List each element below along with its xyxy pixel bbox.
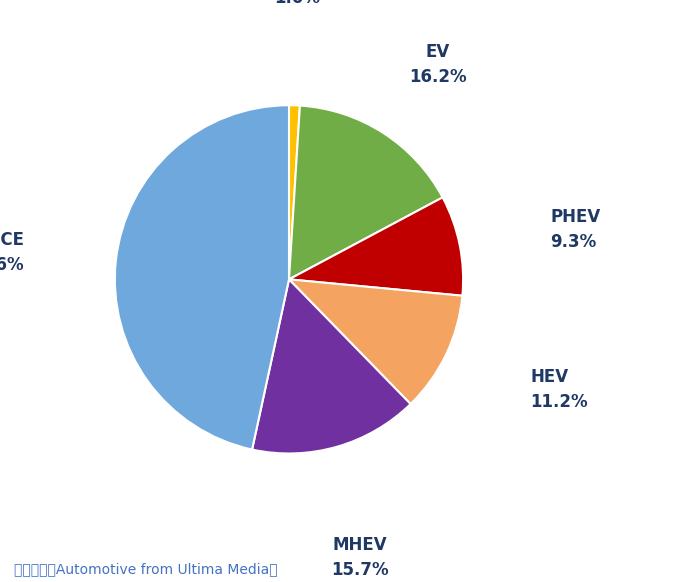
Text: EV
16.2%: EV 16.2%	[409, 42, 466, 86]
Text: HEV
11.2%: HEV 11.2%	[530, 368, 588, 411]
Wedge shape	[289, 197, 463, 296]
Text: Pure ICE
46.6%: Pure ICE 46.6%	[0, 230, 24, 274]
Text: PHEV
9.3%: PHEV 9.3%	[550, 208, 600, 250]
Text: NGV + FCV
1.0%: NGV + FCV 1.0%	[246, 0, 348, 7]
Wedge shape	[289, 105, 300, 279]
Text: MHEV
15.7%: MHEV 15.7%	[331, 536, 388, 579]
Wedge shape	[289, 279, 462, 404]
Wedge shape	[115, 105, 289, 449]
Wedge shape	[289, 105, 443, 279]
Text: 資料來源：Automotive from Ultima Media。: 資料來源：Automotive from Ultima Media。	[14, 562, 277, 576]
Wedge shape	[252, 279, 411, 453]
